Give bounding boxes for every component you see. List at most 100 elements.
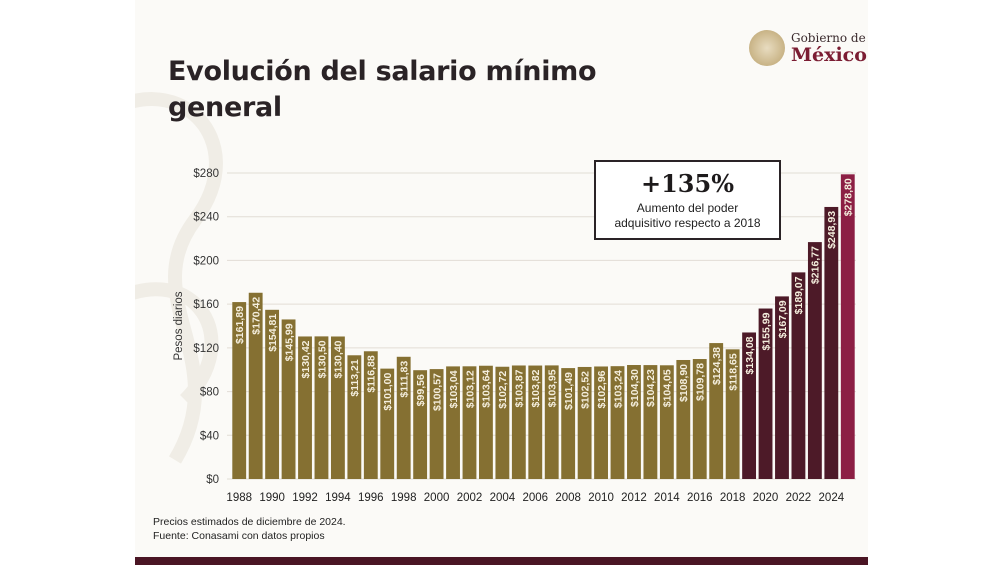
bar-2017 (709, 343, 724, 479)
x-tick-label: 2022 (786, 492, 812, 504)
bar-2023 (807, 242, 822, 479)
bar-1988 (232, 302, 247, 479)
bar-value-label: $130,50 (316, 340, 328, 378)
gobierno-logo: Gobierno de México (749, 30, 867, 66)
x-tick-label: 2024 (819, 492, 845, 504)
bar-1990 (265, 309, 280, 479)
bar-2006 (528, 365, 543, 479)
x-tick-label: 1998 (391, 492, 417, 504)
bar-2001 (446, 366, 460, 479)
x-tick-label: 2014 (654, 492, 680, 504)
bar-1991 (281, 319, 296, 479)
bar-value-label: $189,07 (793, 276, 805, 314)
bar-2004 (495, 366, 510, 479)
bar-1992 (298, 336, 312, 479)
bar-2009 (577, 366, 592, 479)
seal-icon (749, 30, 785, 66)
bar-value-label: $103,04 (448, 370, 460, 408)
bar-value-label: $103,95 (547, 369, 559, 407)
bar-value-label: $130,40 (333, 340, 345, 378)
y-tick-label: $40 (200, 430, 219, 442)
x-tick-label: 2016 (687, 492, 713, 504)
callout-line2: adquisitivo respecto a 2018 (614, 216, 761, 230)
bar-value-label: $103,24 (612, 370, 624, 408)
x-tick-label: 1994 (325, 492, 351, 504)
x-tick-label: 1990 (259, 492, 285, 504)
bar-value-label: $99,56 (415, 374, 427, 406)
x-tick-label: 2004 (490, 492, 516, 504)
bar-value-label: $161,89 (234, 306, 246, 344)
bar-1989 (248, 292, 263, 479)
bar-1994 (330, 336, 345, 479)
bottom-stripe (135, 557, 868, 565)
bar-value-label: $103,87 (514, 369, 526, 407)
bar-2021 (775, 296, 789, 479)
y-axis-label: Pesos diarios (173, 291, 185, 360)
bar-value-label: $145,99 (283, 323, 295, 361)
bar-value-label: $216,77 (810, 246, 822, 284)
bar-chart: $0 $40 $80 $120 $160 $200 $240 $280 Pesos diario… (173, 168, 856, 504)
bar-value-label: $155,99 (760, 312, 772, 350)
bar-value-label: $170,42 (250, 297, 262, 335)
bar-2018 (725, 349, 740, 479)
x-tick-label: 2006 (522, 492, 548, 504)
bar-value-label: $109,78 (695, 363, 707, 401)
bar-value-label: $103,82 (530, 369, 542, 407)
background-ornament (135, 92, 223, 464)
bar-2005 (511, 365, 526, 479)
bar-value-label: $101,00 (382, 372, 394, 410)
bar-1999 (413, 370, 428, 479)
x-tick-label: 1992 (292, 492, 318, 504)
bar-value-label: $248,93 (826, 211, 838, 249)
bar-2024 (824, 206, 839, 479)
callout-value: +135% (640, 169, 734, 198)
bar-2022 (791, 272, 806, 479)
bar-2000 (429, 369, 444, 479)
bar-value-label: $124,38 (711, 347, 723, 385)
bar-1995 (347, 355, 362, 479)
infographic-card: Evolución del salario mínimo general Gob… (135, 0, 868, 565)
bar-2013 (643, 365, 658, 479)
y-tick-label: $240 (193, 212, 219, 224)
bar-value-label: $102,52 (579, 371, 591, 409)
bar-value-label: $118,65 (727, 353, 739, 391)
y-tick-label: $280 (193, 168, 219, 180)
callout-line1: Aumento del poder (636, 201, 739, 215)
bar-value-label: $103,64 (481, 370, 493, 408)
x-tick-label: 1988 (226, 492, 252, 504)
bar-1993 (314, 336, 329, 479)
bar-value-label: $100,57 (431, 373, 443, 411)
bar-value-label: $102,96 (596, 370, 608, 408)
bar-value-label: $130,42 (300, 340, 312, 378)
logo-line2: México (791, 43, 867, 66)
callout-box: +135% Aumento del poder adquisitivo resp… (594, 160, 781, 240)
y-tick-label: $0 (206, 474, 219, 486)
bar-1996 (363, 351, 378, 479)
x-tick-label: 2000 (424, 492, 450, 504)
bar-value-label: $278,80 (843, 178, 855, 216)
footnote: Precios estimados de diciembre de 2024. … (153, 516, 346, 543)
y-tick-label: $120 (193, 343, 219, 355)
bar-2012 (627, 365, 641, 479)
bar-value-label: $108,90 (678, 364, 690, 402)
bar-2020 (758, 308, 773, 479)
bar-value-label: $111,83 (398, 361, 410, 398)
bar-value-label: $102,72 (497, 371, 509, 409)
bar-value-label: $101,49 (563, 372, 575, 410)
bar-2008 (561, 368, 576, 479)
page-title: Evolución del salario mínimo general (168, 56, 597, 123)
y-tick-label: $200 (193, 255, 219, 267)
x-tick-label: 2020 (753, 492, 779, 504)
footnote-prices: Precios estimados de diciembre de 2024. (153, 516, 346, 528)
bar-1998 (396, 356, 411, 479)
bar-2007 (544, 365, 559, 479)
bar-2019 (742, 332, 757, 479)
bar-value-label: $104,30 (629, 369, 641, 407)
bar-value-label: $104,23 (645, 369, 657, 407)
y-tick-label: $80 (200, 387, 219, 399)
bar-value-label: $134,08 (744, 336, 756, 374)
bar-value-label: $167,09 (777, 300, 789, 338)
bar-2016 (692, 359, 707, 479)
bar-2010 (594, 366, 608, 479)
y-tick-label: $160 (193, 299, 219, 311)
